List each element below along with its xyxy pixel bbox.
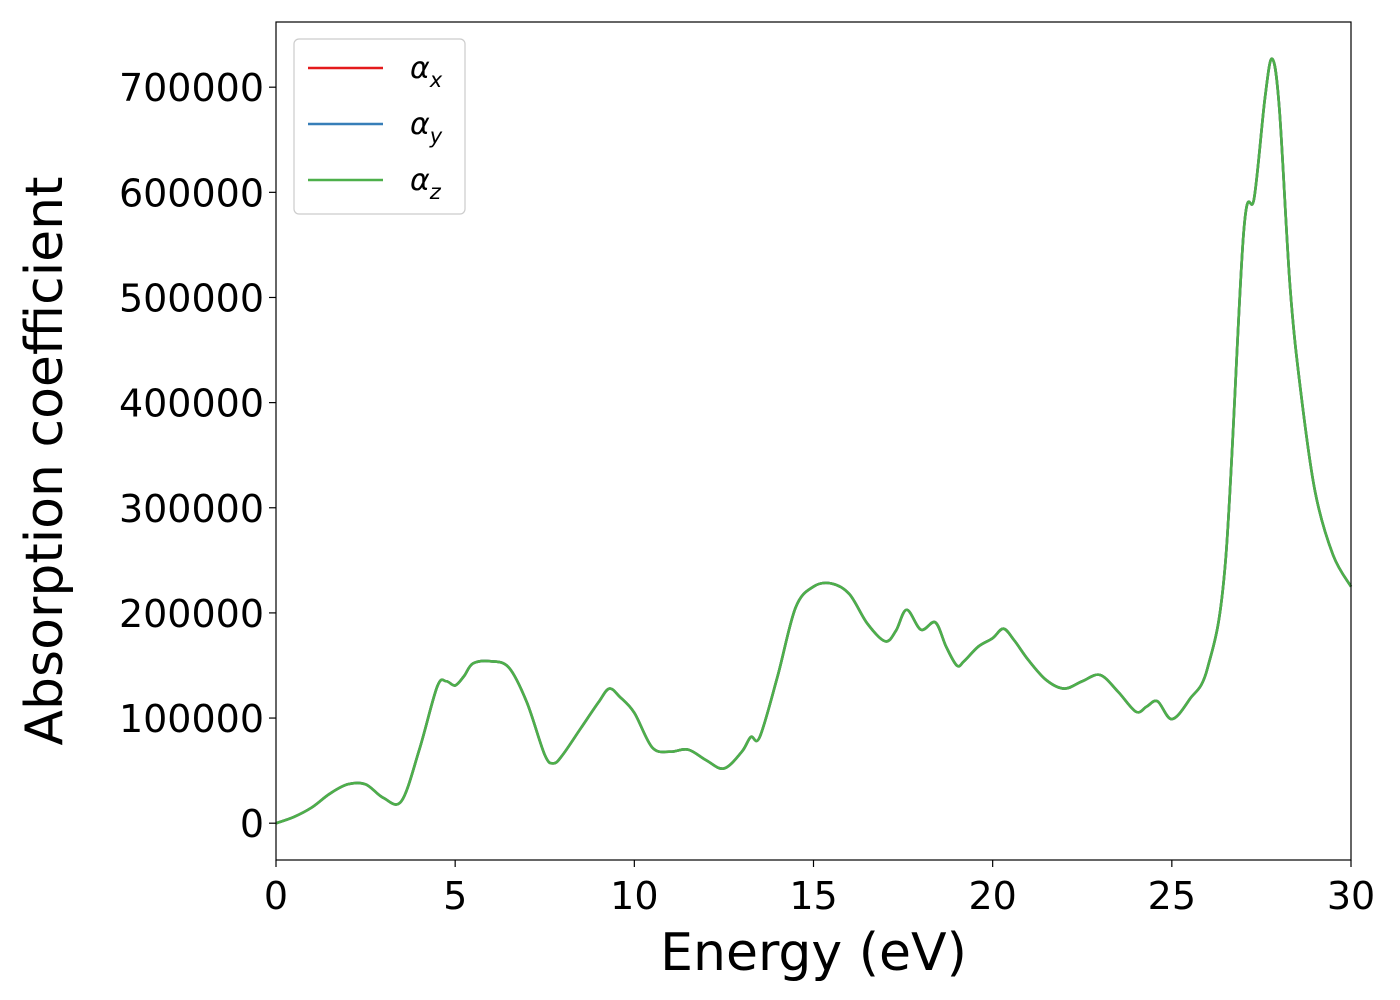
legend: αx αy αz bbox=[293, 38, 466, 215]
y-axis: 0 100000 200000 300000 400000 500000 600000 700… bbox=[119, 66, 276, 846]
y-tick-label: 200000 bbox=[119, 592, 264, 636]
legend-label-3: αz bbox=[410, 163, 442, 204]
legend-label-1: αx bbox=[410, 51, 443, 92]
legend-frame bbox=[293, 38, 466, 215]
y-axis-title: Absorption coefficient bbox=[15, 176, 75, 745]
x-tick-label: 25 bbox=[1148, 874, 1196, 918]
y-tick-label: 500000 bbox=[119, 276, 264, 320]
legend-label-2: αy bbox=[410, 107, 443, 148]
y-tick-label: 700000 bbox=[119, 66, 264, 110]
series-layer bbox=[275, 57, 1353, 825]
x-tick-label: 15 bbox=[789, 874, 837, 918]
x-axis-title: Energy (eV) bbox=[660, 923, 967, 983]
y-tick-label: 300000 bbox=[119, 487, 264, 531]
x-tick-label: 30 bbox=[1327, 874, 1375, 918]
x-axis: 0 5 10 15 20 25 30 bbox=[264, 860, 1375, 918]
y-tick-label: 400000 bbox=[119, 382, 264, 426]
series-line-3 bbox=[275, 57, 1353, 825]
x-tick-label: 20 bbox=[968, 874, 1016, 918]
y-tick-label: 0 bbox=[240, 802, 264, 846]
x-tick-label: 5 bbox=[443, 874, 467, 918]
y-tick-label: 600000 bbox=[119, 171, 264, 215]
y-tick-label: 100000 bbox=[119, 697, 264, 741]
x-tick-label: 10 bbox=[610, 874, 658, 918]
x-tick-label: 0 bbox=[264, 874, 288, 918]
